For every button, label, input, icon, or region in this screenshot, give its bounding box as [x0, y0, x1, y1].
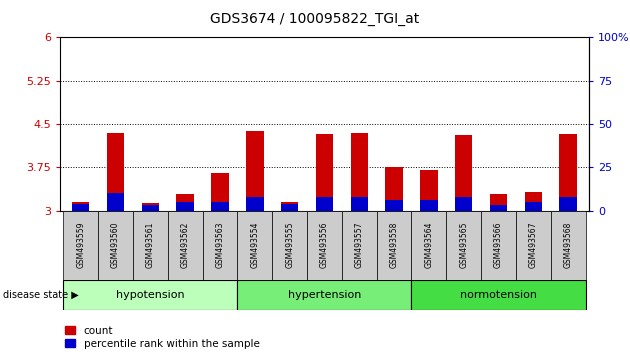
Text: GDS3674 / 100095822_TGI_at: GDS3674 / 100095822_TGI_at: [210, 12, 420, 27]
Bar: [525, 192, 542, 211]
Text: GSM493568: GSM493568: [564, 222, 573, 268]
Bar: [455, 197, 472, 211]
Text: GSM493560: GSM493560: [111, 222, 120, 268]
Bar: [211, 173, 229, 211]
Bar: [246, 197, 263, 211]
Text: hypotension: hypotension: [116, 290, 185, 300]
Bar: [350, 197, 368, 211]
Bar: [420, 170, 438, 211]
Text: GSM493558: GSM493558: [389, 222, 399, 268]
Bar: [551, 211, 585, 280]
Text: GSM493555: GSM493555: [285, 222, 294, 268]
Text: GSM493559: GSM493559: [76, 222, 85, 268]
Text: GSM493564: GSM493564: [425, 222, 433, 268]
Legend: count, percentile rank within the sample: count, percentile rank within the sample: [65, 326, 260, 349]
Bar: [386, 200, 403, 211]
Bar: [246, 131, 263, 211]
Text: GSM493561: GSM493561: [146, 222, 155, 268]
Bar: [107, 193, 124, 211]
Bar: [64, 211, 98, 280]
Bar: [455, 136, 472, 211]
Bar: [142, 203, 159, 211]
Bar: [386, 167, 403, 211]
Text: GSM493556: GSM493556: [320, 222, 329, 268]
Bar: [142, 205, 159, 211]
Bar: [342, 211, 377, 280]
Text: normotension: normotension: [460, 290, 537, 300]
Bar: [377, 211, 411, 280]
Text: GSM493567: GSM493567: [529, 222, 538, 268]
Bar: [72, 204, 89, 211]
Bar: [490, 194, 507, 211]
Text: GSM493566: GSM493566: [494, 222, 503, 268]
Bar: [481, 211, 516, 280]
Bar: [176, 194, 194, 211]
Bar: [559, 134, 577, 211]
Bar: [446, 211, 481, 280]
Bar: [238, 280, 411, 310]
Bar: [281, 202, 299, 211]
Bar: [272, 211, 307, 280]
Bar: [211, 202, 229, 211]
Bar: [203, 211, 238, 280]
Text: GSM493565: GSM493565: [459, 222, 468, 268]
Bar: [316, 197, 333, 211]
Bar: [559, 197, 577, 211]
Text: GSM493562: GSM493562: [181, 222, 190, 268]
Text: hypertension: hypertension: [288, 290, 361, 300]
Text: disease state ▶: disease state ▶: [3, 290, 79, 300]
Bar: [316, 134, 333, 211]
Text: GSM493557: GSM493557: [355, 222, 364, 268]
Bar: [64, 280, 238, 310]
Text: GSM493563: GSM493563: [215, 222, 224, 268]
Bar: [411, 211, 446, 280]
Bar: [350, 133, 368, 211]
Bar: [98, 211, 133, 280]
Bar: [107, 133, 124, 211]
Bar: [420, 200, 438, 211]
Bar: [490, 205, 507, 211]
Bar: [238, 211, 272, 280]
Bar: [411, 280, 585, 310]
Bar: [72, 202, 89, 211]
Bar: [176, 202, 194, 211]
Text: GSM493554: GSM493554: [250, 222, 260, 268]
Bar: [525, 202, 542, 211]
Bar: [133, 211, 168, 280]
Bar: [281, 204, 299, 211]
Bar: [307, 211, 342, 280]
Bar: [516, 211, 551, 280]
Bar: [168, 211, 203, 280]
